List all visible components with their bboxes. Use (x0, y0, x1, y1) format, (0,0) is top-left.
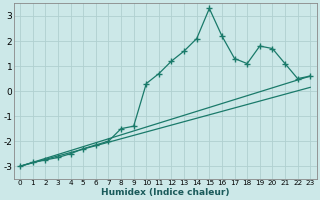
X-axis label: Humidex (Indice chaleur): Humidex (Indice chaleur) (101, 188, 229, 197)
